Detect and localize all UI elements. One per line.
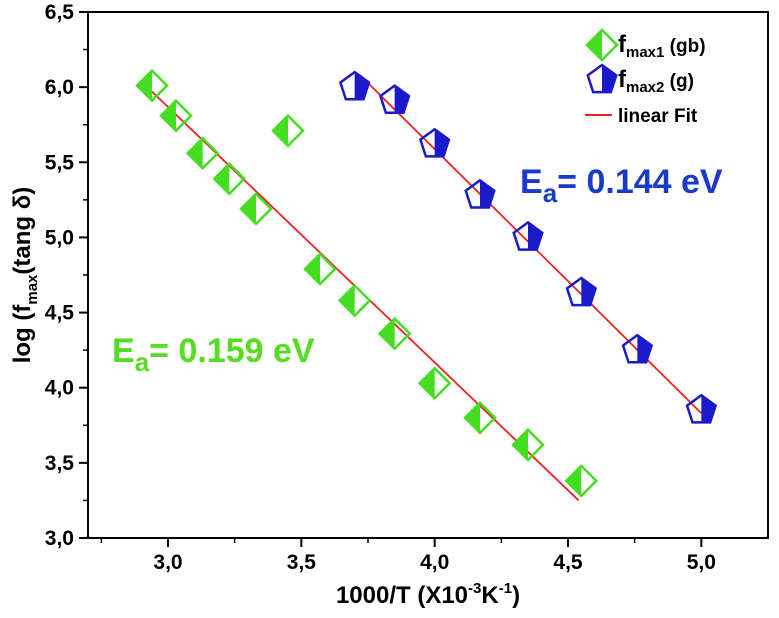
- data-point-g: [378, 84, 411, 115]
- x-tick-label: 3,0: [153, 551, 182, 574]
- y-axis-title: log (fmax(tang δ): [9, 187, 41, 364]
- annotation-ea-g: Ea= 0.144 eV: [520, 163, 723, 208]
- y-tick-label: 6,0: [45, 76, 74, 99]
- axis-ticks: 3,0 3,5 4,0 4,5 5,0 3,0 3,5 4,0 4,5 5,0 5,5 6,0 6,5: [45, 1, 716, 574]
- legend-diamond-icon: [585, 28, 619, 62]
- y-tick-label: 5,5: [45, 151, 75, 174]
- data-point-g: [464, 178, 496, 209]
- y-tick-label: 5,0: [45, 226, 74, 249]
- x-tick-label: 4,5: [553, 551, 583, 574]
- legend-item-fmax1: fmax1 (gb): [585, 28, 706, 62]
- data-point-gb: [271, 113, 305, 148]
- data-point-gb: [377, 316, 412, 351]
- data-point-gb: [337, 283, 372, 318]
- y-tick-label: 4,5: [45, 302, 75, 325]
- legend-item-linear-fit: linear Fit: [585, 106, 698, 127]
- annotation-ea-gb: Ea= 0.159 eV: [112, 332, 315, 377]
- data-point-g: [565, 276, 598, 307]
- y-tick-label: 6,5: [45, 1, 75, 24]
- legend-label-fmax1: fmax1 (gb): [618, 31, 706, 61]
- data-point-gb: [564, 464, 599, 498]
- legend-pentagon-icon: [586, 63, 618, 94]
- legend: fmax1 (gb) fmax2 (g) linear Fit: [585, 28, 706, 127]
- data-point-gb: [135, 68, 169, 103]
- data-point-gb: [303, 252, 337, 286]
- x-axis-title: 1000/T (X10-3K-1): [336, 580, 520, 609]
- data-points: [135, 68, 718, 498]
- x-tick-label: 3,5: [287, 551, 317, 574]
- legend-label-linear-fit: linear Fit: [618, 106, 698, 127]
- y-tick-label: 4,0: [45, 377, 74, 400]
- data-point-g: [338, 70, 371, 101]
- data-point-gb: [417, 366, 452, 400]
- data-point-g: [418, 127, 451, 158]
- data-point-gb: [185, 136, 220, 171]
- legend-marker-pentagon-icon: [586, 63, 618, 94]
- x-tick-label: 4,0: [420, 551, 449, 574]
- x-tick-label: 5,0: [687, 551, 716, 574]
- legend-marker-diamond-icon: [585, 28, 619, 62]
- data-point-gb: [239, 192, 273, 226]
- data-point-g: [512, 220, 544, 251]
- data-point-gb: [463, 401, 497, 435]
- y-tick-label: 3,5: [45, 452, 75, 475]
- data-point-gb: [159, 98, 193, 133]
- data-point-gb: [212, 162, 247, 196]
- data-point-gb: [511, 428, 545, 462]
- y-tick-label: 3,0: [45, 527, 74, 550]
- legend-item-fmax2: fmax2 (g): [586, 63, 694, 96]
- fit-lines: [151, 74, 702, 502]
- data-point-g: [621, 333, 654, 364]
- data-point-g: [685, 393, 718, 424]
- legend-label-fmax2: fmax2 (g): [618, 66, 694, 96]
